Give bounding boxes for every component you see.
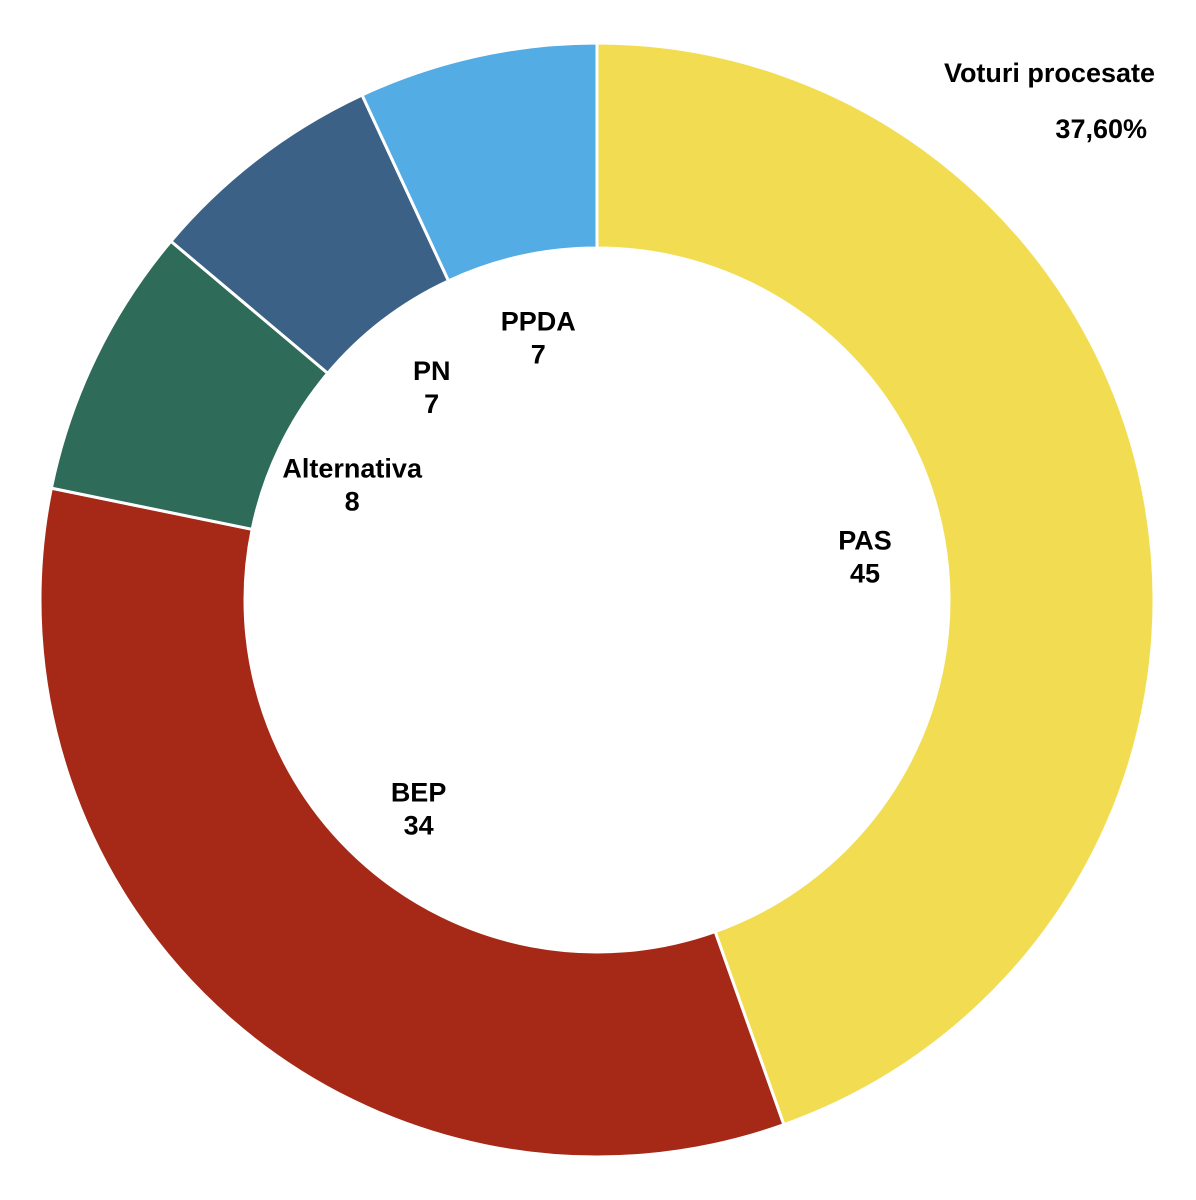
annotation: 37,60% — [1055, 114, 1147, 144]
category-label: PAS — [838, 526, 892, 556]
category-label: BEP — [391, 777, 447, 807]
slice-label: BEP 34 — [391, 777, 447, 840]
category-label: PN — [413, 356, 451, 386]
slices — [38, 41, 1156, 1159]
value-label: 7 — [531, 339, 546, 369]
annotation: Voturi procesate — [944, 58, 1155, 88]
value-label: 45 — [850, 559, 880, 589]
slice-label: PAS 45 — [838, 526, 892, 589]
value-label: 8 — [345, 486, 360, 516]
category-label: Alternativa — [282, 453, 423, 483]
category-label: PPDA — [501, 306, 576, 336]
value-label: 34 — [404, 810, 434, 840]
slice-label: PN 7 — [413, 356, 451, 419]
slice-label: Alternativa 8 — [282, 453, 423, 516]
slice — [360, 41, 599, 283]
value-label: 7 — [424, 389, 439, 419]
slice — [38, 486, 786, 1159]
slice — [595, 41, 1156, 1127]
slice-label: PPDA 7 — [501, 306, 576, 369]
